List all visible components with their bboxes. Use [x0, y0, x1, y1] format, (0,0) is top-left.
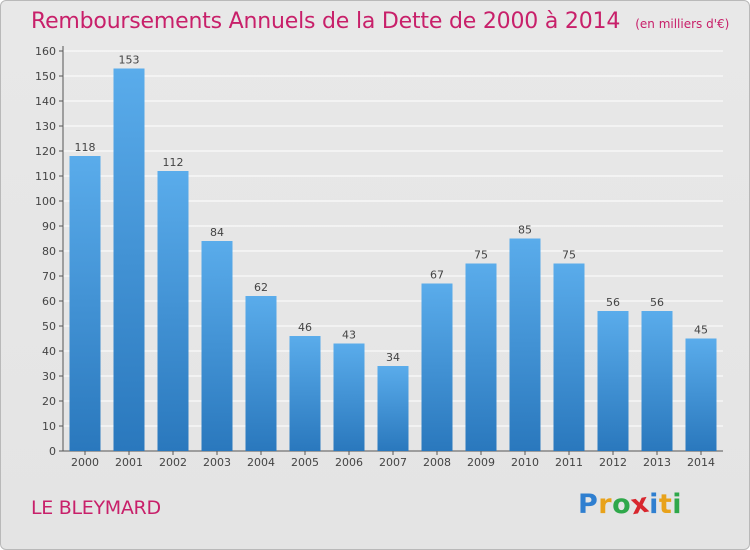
- chart-title: Remboursements Annuels de la Dette de 20…: [31, 9, 621, 34]
- data-label-2007: 34: [386, 351, 400, 364]
- y-tick-label: 30: [42, 370, 56, 383]
- data-label-2011: 75: [562, 249, 576, 262]
- chart-unit: (en milliers d'€): [635, 17, 730, 31]
- bar-2013: [641, 311, 673, 451]
- x-tick-label-2006: 2006: [335, 456, 363, 469]
- logo-letter: r: [598, 489, 613, 520]
- x-tick-label-2002: 2002: [159, 456, 187, 469]
- y-tick-label: 100: [35, 195, 56, 208]
- logo-letter: t: [658, 489, 673, 520]
- x-tick-label-2000: 2000: [71, 456, 99, 469]
- logo-letter: i: [672, 489, 683, 520]
- x-tick-label-2010: 2010: [511, 456, 539, 469]
- data-label-2012: 56: [606, 296, 620, 309]
- y-tick-label: 60: [42, 295, 56, 308]
- bar-2006: [333, 343, 365, 451]
- data-label-2005: 46: [298, 321, 312, 334]
- y-tick-label: 160: [35, 45, 56, 58]
- data-label-2000: 118: [75, 141, 96, 154]
- y-tick-label: 0: [49, 445, 56, 458]
- data-label-2014: 45: [694, 324, 708, 337]
- y-tick-label: 20: [42, 395, 56, 408]
- x-tick-label-2001: 2001: [115, 456, 143, 469]
- bar-2011: [553, 263, 585, 451]
- y-tick-label: 150: [35, 70, 56, 83]
- y-tick-label: 120: [35, 145, 56, 158]
- x-tick-label-2009: 2009: [467, 456, 495, 469]
- y-tick-label: 70: [42, 270, 56, 283]
- bar-2012: [597, 311, 629, 451]
- y-tick-label: 50: [42, 320, 56, 333]
- data-label-2010: 85: [518, 224, 532, 237]
- y-tick-label: 110: [35, 170, 56, 183]
- y-tick-label: 10: [42, 420, 56, 433]
- y-tick-label: 130: [35, 120, 56, 133]
- data-label-2001: 153: [119, 54, 140, 67]
- x-tick-label-2005: 2005: [291, 456, 319, 469]
- x-tick-label-2011: 2011: [555, 456, 583, 469]
- data-label-2008: 67: [430, 269, 444, 282]
- x-tick-label-2013: 2013: [643, 456, 671, 469]
- proxiti-logo: Proxiti: [578, 488, 683, 522]
- x-tick-label-2004: 2004: [247, 456, 275, 469]
- bar-2010: [509, 238, 541, 451]
- bar-2000: [69, 156, 101, 451]
- bar-2008: [421, 283, 453, 451]
- logo-letter: i: [649, 489, 659, 520]
- data-label-2002: 112: [163, 156, 184, 169]
- x-tick-label-2014: 2014: [687, 456, 715, 469]
- bar-2007: [377, 366, 409, 451]
- x-tick-label-2008: 2008: [423, 456, 451, 469]
- bar-2014: [685, 338, 717, 451]
- x-tick-label-2012: 2012: [599, 456, 627, 469]
- bar-2002: [157, 171, 189, 451]
- data-label-2013: 56: [650, 296, 664, 309]
- logo-letter: o: [612, 489, 632, 520]
- data-label-2009: 75: [474, 249, 488, 262]
- y-tick-label: 80: [42, 245, 56, 258]
- y-tick-label: 140: [35, 95, 56, 108]
- bar-2009: [465, 263, 497, 451]
- y-tick-label: 40: [42, 345, 56, 358]
- data-label-2006: 43: [342, 329, 356, 342]
- bar-2003: [201, 241, 233, 451]
- logo-letter: P: [578, 489, 599, 520]
- bar-2005: [289, 336, 321, 451]
- x-tick-label-2003: 2003: [203, 456, 231, 469]
- bar-2001: [113, 68, 145, 451]
- data-label-2003: 84: [210, 226, 224, 239]
- data-label-2004: 62: [254, 281, 268, 294]
- x-tick-label-2007: 2007: [379, 456, 407, 469]
- bar-2004: [245, 296, 277, 451]
- y-tick-label: 90: [42, 220, 56, 233]
- commune-name: LE BLEYMARD: [31, 497, 161, 519]
- chart-title-row: Remboursements Annuels de la Dette de 20…: [31, 9, 729, 34]
